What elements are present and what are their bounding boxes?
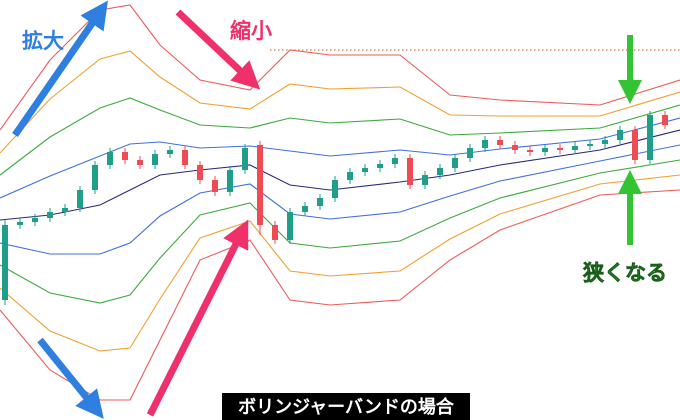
candle-body <box>242 148 248 170</box>
candle-body <box>557 148 563 150</box>
candle-body <box>467 148 473 158</box>
candle-body <box>107 152 113 165</box>
band-line <box>0 97 680 176</box>
candle-body <box>347 172 353 180</box>
candle-body <box>212 180 218 192</box>
arrow <box>146 219 249 417</box>
candle-body <box>497 140 503 145</box>
candle-body <box>32 218 38 222</box>
candle-body <box>257 145 263 225</box>
candle-body <box>482 140 488 148</box>
candle-body <box>587 144 593 146</box>
candle-body <box>182 150 188 165</box>
candle-body <box>392 158 398 164</box>
candle-body <box>542 148 548 152</box>
candle-body <box>167 150 173 154</box>
candle-body <box>317 198 323 206</box>
candle-body <box>287 212 293 240</box>
arrows <box>12 0 642 419</box>
band-line <box>0 50 680 154</box>
arrow <box>12 0 108 137</box>
arrow <box>175 9 261 90</box>
candle-body <box>647 115 653 160</box>
candle-body <box>572 146 578 150</box>
candle-body <box>407 158 413 185</box>
candle-body <box>437 168 443 175</box>
candle-body <box>617 130 623 140</box>
candle-body <box>452 158 458 168</box>
annotation: 拡大 <box>22 29 64 53</box>
annotation: 狭くなる <box>582 261 667 285</box>
band-line <box>0 144 680 255</box>
candle-body <box>17 222 23 225</box>
band-line <box>0 4 680 131</box>
candle-body <box>152 154 158 165</box>
candle-body <box>332 180 338 198</box>
candle-body <box>197 165 203 180</box>
candle-body <box>512 145 518 150</box>
band-line <box>0 159 680 304</box>
candle-body <box>92 165 98 190</box>
candle-body <box>47 212 53 218</box>
candle-body <box>137 160 143 165</box>
candle-body <box>122 152 128 160</box>
candle-body <box>2 225 8 300</box>
candle-body <box>227 170 233 192</box>
title-background <box>222 393 470 420</box>
band-line <box>0 189 680 401</box>
annotation: 縮小 <box>230 19 272 43</box>
plot-area <box>0 4 680 401</box>
candle-body <box>362 168 368 172</box>
candle-body <box>77 190 83 208</box>
candle-body <box>302 206 308 212</box>
band-line <box>0 117 680 199</box>
candle-body <box>632 130 638 160</box>
candle-body <box>377 164 383 168</box>
candle-body <box>422 175 428 185</box>
candle-body <box>527 150 533 152</box>
candle-body <box>272 225 278 240</box>
band-line <box>0 174 680 352</box>
candle-body <box>602 140 608 144</box>
chart-title: ボリンジャーバンドの場合 <box>238 396 455 418</box>
arrow <box>37 337 104 419</box>
band-line <box>0 129 680 221</box>
candle-body <box>62 208 68 212</box>
candle-body <box>662 115 668 125</box>
